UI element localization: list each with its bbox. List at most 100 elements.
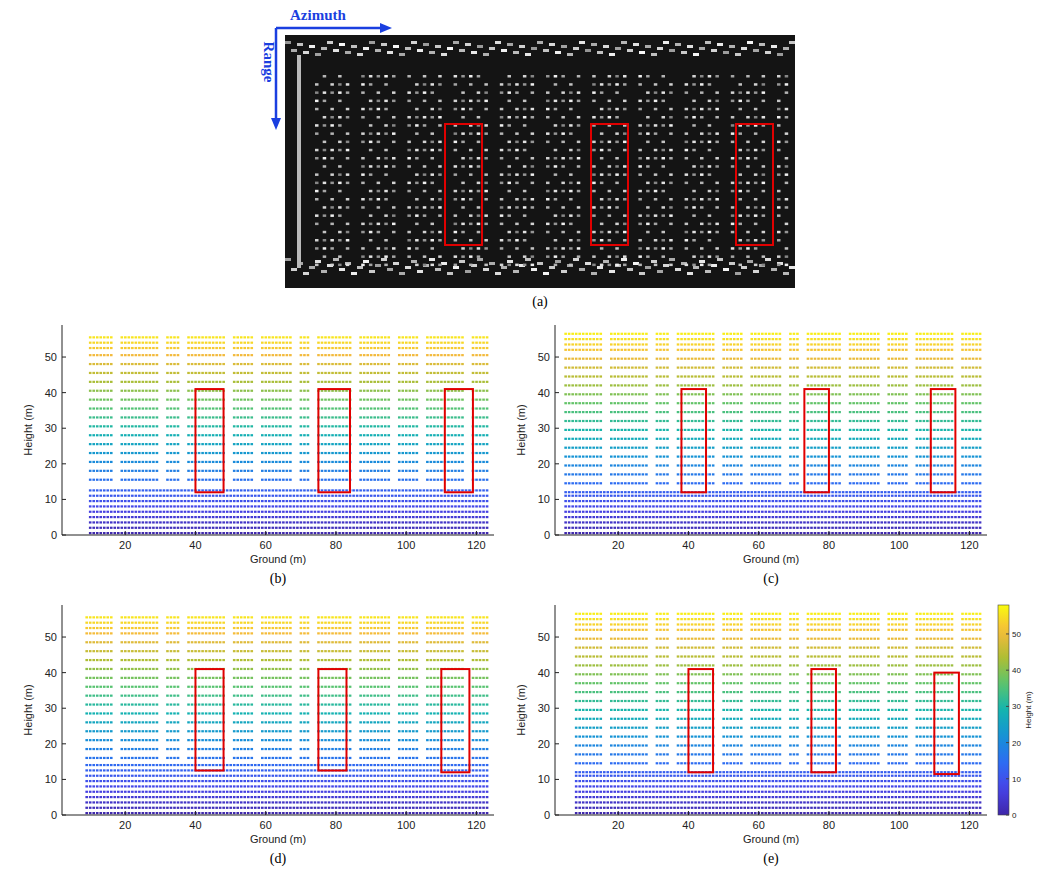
sar-texture [323,182,327,185]
point [296,511,299,513]
sar-texture [621,41,627,44]
sar-texture [531,91,535,94]
sar-texture [531,165,535,168]
sar-texture [669,83,673,86]
point [159,500,162,502]
point [331,527,334,529]
sar-texture [746,116,750,119]
sar-texture [515,231,519,234]
point [426,511,429,513]
point [359,532,362,534]
sar-texture [508,255,512,258]
point [394,500,397,502]
point [106,505,109,507]
sar-texture [461,198,465,201]
point [335,521,338,523]
sar-texture [523,231,527,234]
sar-texture [754,239,758,242]
point [391,500,394,502]
sar-texture [429,51,435,54]
sar-texture [731,214,735,217]
point [307,532,310,534]
point [437,521,440,523]
point [173,500,176,502]
sar-texture [762,264,766,267]
sar-texture [669,49,675,52]
point [212,511,215,513]
point [349,505,352,507]
sar-texture [623,223,627,226]
point [394,511,397,513]
sar-texture [762,239,766,242]
sar-texture [654,157,658,160]
sar-texture [323,165,327,168]
point [387,505,390,507]
point [384,495,387,497]
sar-texture [415,157,419,160]
point [117,500,120,502]
sar-texture [357,266,363,269]
point [401,495,404,497]
point [472,505,475,507]
point [275,532,278,534]
sar-texture [297,55,301,268]
sar-texture [453,41,459,44]
point [437,500,440,502]
sar-texture [369,198,373,201]
point [156,521,159,523]
sar-texture [531,116,535,119]
point [468,516,471,518]
sar-texture [515,91,519,94]
sar-texture [315,247,319,250]
point [201,521,204,523]
sar-texture [669,223,673,226]
point [394,521,397,523]
point [212,521,215,523]
sar-texture [338,182,342,185]
sar-texture [754,182,758,185]
point [243,521,246,523]
sar-texture [739,264,743,267]
point [461,532,464,534]
point [272,511,275,513]
point [250,511,253,513]
sar-texture [315,157,319,160]
sar-texture [407,165,411,168]
point [89,500,92,502]
sar-texture [508,91,512,94]
point [152,500,155,502]
point [113,532,116,534]
point [342,500,345,502]
sar-texture [561,270,567,273]
sar-texture [431,116,435,119]
sar-texture [351,272,357,275]
point [191,532,194,534]
point [275,527,278,529]
sar-texture [461,100,465,103]
point [236,500,239,502]
sar-texture [554,264,558,267]
sar-texture [785,247,789,250]
point [229,532,232,534]
sar-texture [615,264,619,267]
point [135,527,138,529]
sar-texture [685,141,689,144]
point [177,500,180,502]
sar-texture [431,132,435,135]
sar-texture [515,264,519,267]
point [99,516,102,518]
sar-texture [546,141,550,144]
sar-texture [338,100,342,103]
sar-texture [461,75,465,78]
sar-texture [549,266,555,269]
sar-texture [361,165,365,168]
point [314,511,317,513]
point [479,527,482,529]
sar-texture [615,264,621,267]
sar-texture [546,190,550,193]
sar-texture [753,270,759,273]
sar-texture [507,260,513,263]
sar-texture [330,173,334,176]
point [205,516,208,518]
sar-texture [407,214,411,217]
